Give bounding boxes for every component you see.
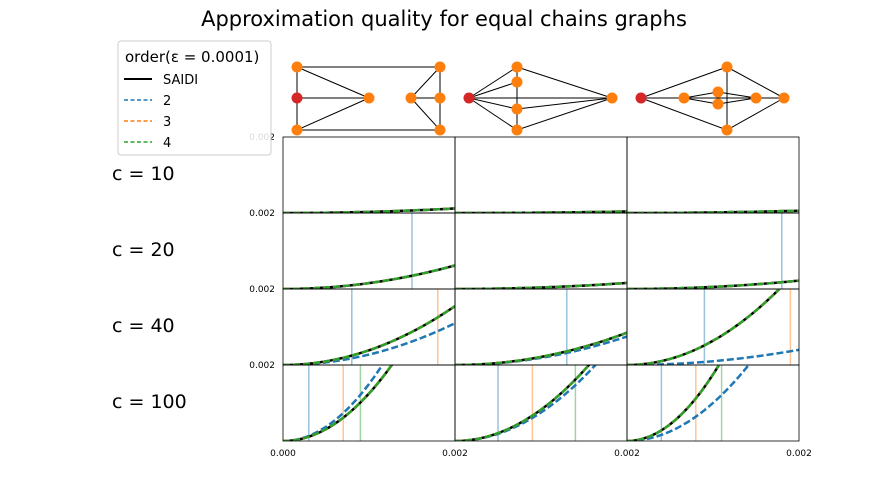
graph-node [363, 92, 375, 104]
graph-node [712, 86, 724, 98]
panel-frame [282, 288, 456, 366]
curve-order-2 [627, 365, 751, 441]
graph-node [721, 124, 733, 136]
graph-node [511, 103, 523, 115]
curve-order-2 [283, 264, 455, 289]
graph-node [678, 92, 690, 104]
curve-order-3 [283, 264, 455, 289]
graph-node [712, 98, 724, 110]
curve-order-4 [627, 279, 799, 289]
curve-order-4 [627, 289, 782, 365]
curve-order-3 [455, 365, 591, 441]
curve-order-2 [283, 322, 455, 365]
graph-node [721, 61, 733, 73]
panel-frame [454, 136, 628, 214]
row-label-c100: c = 100 [112, 391, 187, 413]
curve-order-2 [455, 365, 598, 441]
panel-frame [454, 364, 628, 442]
curve-order-4 [455, 281, 627, 289]
graph-diagram-3-nodes [635, 61, 790, 136]
graph-node [434, 61, 446, 73]
graph-node [606, 92, 618, 104]
legend-label-3: 3 [163, 115, 171, 130]
legend-title: order(ε = 0.0001) [125, 48, 259, 66]
curve-saidi [455, 331, 627, 365]
graph-diagram-2-nodes [463, 61, 618, 136]
graph-diagram-1-nodes [291, 61, 446, 136]
curve-order-4 [283, 365, 394, 441]
x-tick-label: 0.002 [442, 449, 468, 459]
panel-frame [626, 136, 800, 214]
y-tick-label: 0.002 [249, 209, 275, 219]
row-label-c20: c = 20 [112, 239, 175, 261]
curve-saidi [283, 305, 455, 365]
x-tick-label: 0.002 [786, 449, 812, 459]
curve-order-4 [627, 365, 721, 441]
legend-label-4: 4 [163, 136, 171, 151]
legend: order(ε = 0.0001) SAIDI 2 3 4 [117, 40, 272, 156]
graph-node [291, 61, 303, 73]
legend-label-2: 2 [163, 94, 171, 109]
curve-order-3 [627, 365, 721, 441]
graph-node-source [463, 92, 475, 104]
graph-node [511, 124, 523, 136]
graph-node [434, 124, 446, 136]
curve-order-3 [283, 305, 455, 365]
row-label-c10: c = 10 [112, 163, 175, 185]
row-label-c40: c = 40 [112, 315, 175, 337]
panel-frame [454, 288, 628, 366]
graph-diagram-3 [640, 66, 785, 131]
panel-frame [626, 212, 800, 290]
graph-node [511, 61, 523, 73]
curve-order-2 [627, 348, 799, 365]
panel-frame [454, 212, 628, 290]
curve-order-4 [627, 209, 799, 213]
y-tick-label: 0.002 [249, 361, 275, 371]
graph-node [405, 92, 417, 104]
graph-node [750, 92, 762, 104]
graph-node [291, 124, 303, 136]
graph-node [434, 92, 446, 104]
curve-saidi [455, 365, 591, 441]
graph-node [511, 76, 523, 88]
graph-node [778, 92, 790, 104]
curve-order-4 [455, 331, 627, 365]
y-tick-label: 0.002 [249, 285, 275, 295]
legend-label-saidi: SAIDI [163, 73, 198, 88]
curve-order-4 [283, 264, 455, 289]
x-tick-label: 0.002 [614, 449, 640, 459]
curve-order-4 [283, 207, 455, 213]
x-tick-label: 0.000 [270, 449, 296, 459]
graph-node-source [635, 92, 647, 104]
curve-order-4 [455, 365, 591, 441]
chart-title: Approximation quality for equal chains g… [201, 7, 687, 31]
graph-diagram-2 [468, 66, 613, 131]
curve-saidi [283, 264, 455, 289]
curve-order-4 [283, 305, 455, 365]
curve-saidi [627, 365, 721, 441]
panel-frame [282, 212, 456, 290]
curve-order-2 [283, 365, 384, 441]
panel-frame [282, 136, 456, 214]
legend-frame [117, 40, 272, 156]
graph-node-source [291, 92, 303, 104]
panel-frame [626, 364, 800, 442]
curve-order-3 [455, 331, 627, 365]
panel-grid [282, 136, 800, 442]
